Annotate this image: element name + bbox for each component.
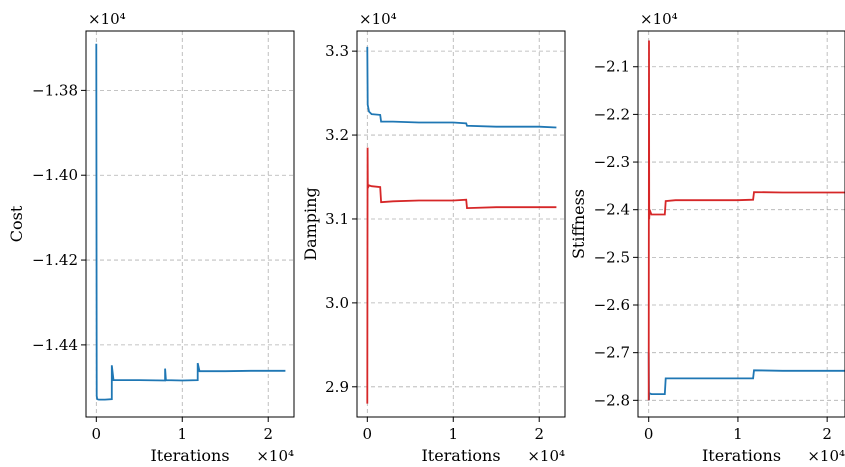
x-multiplier: ×10⁴	[807, 447, 845, 465]
y-tick-label: 3.2	[325, 126, 349, 144]
y-tick-label: −1.40	[32, 166, 78, 184]
y-tick-label: 2.9	[325, 378, 349, 396]
x-multiplier: ×10⁴	[256, 447, 294, 465]
y-tick-label: −2.7	[594, 344, 630, 362]
x-tick-label: 1	[733, 425, 743, 443]
y-tick-label: −2.1	[594, 58, 630, 76]
x-multiplier: ×10⁴	[527, 447, 565, 465]
series-line-1	[366, 46, 557, 129]
y-tick-label: 3.1	[325, 210, 349, 228]
x-tick-label: 0	[92, 425, 102, 443]
x-tick-label: 0	[644, 425, 654, 443]
x-tick-label: 2	[534, 425, 544, 443]
x-axis-label: Iterations	[421, 446, 500, 465]
axes-frame	[356, 30, 566, 418]
y-axis-label: Cost	[7, 205, 26, 242]
x-tick-label: 1	[177, 425, 187, 443]
x-tick-label: 0	[363, 425, 373, 443]
series-line-2	[366, 147, 557, 404]
y-tick-label: −2.5	[594, 248, 630, 266]
chart-panel-2: 0 1 2 2.9 3.0 3.1 3.2 3.3 ×10⁴ ×10⁴ Iterations Damp…	[301, 10, 566, 465]
y-multiplier: ×10⁴	[88, 10, 126, 28]
y-tick-label: −2.6	[594, 296, 630, 314]
y-tick-label: 3.0	[325, 294, 349, 312]
chart-panel-3: 0 1 2 −2.1 −2.2 −2.3 −2.4 −2.5 −2.6 −2.7 −2.8 ×10⁴ ×…	[569, 10, 845, 465]
x-tick-label: 1	[448, 425, 458, 443]
y-multiplier: ×10⁴	[359, 10, 397, 28]
series-line-1	[95, 43, 286, 401]
y-tick-label: 3.3	[325, 42, 349, 60]
axes-frame	[85, 30, 295, 418]
y-multiplier: ×10⁴	[640, 10, 678, 28]
y-tick-label: −2.2	[594, 105, 630, 123]
y-tick-label: −1.42	[32, 251, 78, 269]
y-axis-label: Damping	[301, 187, 320, 260]
series-line-1	[647, 352, 845, 401]
x-axis-label: Iterations	[150, 446, 229, 465]
y-tick-label: −2.3	[594, 153, 630, 171]
series-line-2	[647, 40, 845, 401]
x-tick-label: 2	[822, 425, 832, 443]
chart-panel-1: 0 1 2 −1.38 −1.40 −1.42 −1.44 ×10⁴ ×10⁴ Iteration…	[7, 10, 295, 465]
x-tick-label: 2	[263, 425, 273, 443]
x-axis-label: Iterations	[702, 446, 781, 465]
y-tick-label: −2.8	[594, 391, 630, 409]
y-tick-label: −1.38	[32, 81, 78, 99]
y-tick-label: −1.44	[32, 336, 78, 354]
y-tick-label: −2.4	[594, 201, 630, 219]
y-axis-label: Stiffness	[569, 189, 588, 259]
axes-frame	[637, 30, 845, 418]
